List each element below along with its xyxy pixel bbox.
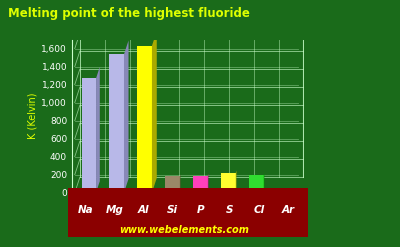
Polygon shape <box>124 41 128 193</box>
Text: Cl: Cl <box>253 205 264 215</box>
Text: Na: Na <box>78 205 93 215</box>
Bar <box>110 54 124 193</box>
Text: Mg: Mg <box>105 205 123 215</box>
Bar <box>138 46 152 193</box>
Text: Melting point of the highest fluoride: Melting point of the highest fluoride <box>8 7 250 21</box>
Text: www.webelements.com: www.webelements.com <box>119 225 249 235</box>
Bar <box>82 78 96 193</box>
Text: P: P <box>197 205 205 215</box>
Text: Al: Al <box>138 205 149 215</box>
Text: Si: Si <box>166 205 178 215</box>
Bar <box>249 175 264 193</box>
Bar <box>221 173 236 193</box>
Polygon shape <box>152 31 157 193</box>
Polygon shape <box>96 67 100 193</box>
Y-axis label: K (Kelvin): K (Kelvin) <box>27 93 37 139</box>
Bar <box>165 176 180 193</box>
Text: S: S <box>226 205 234 215</box>
Text: Ar: Ar <box>281 205 294 215</box>
Bar <box>193 176 208 193</box>
